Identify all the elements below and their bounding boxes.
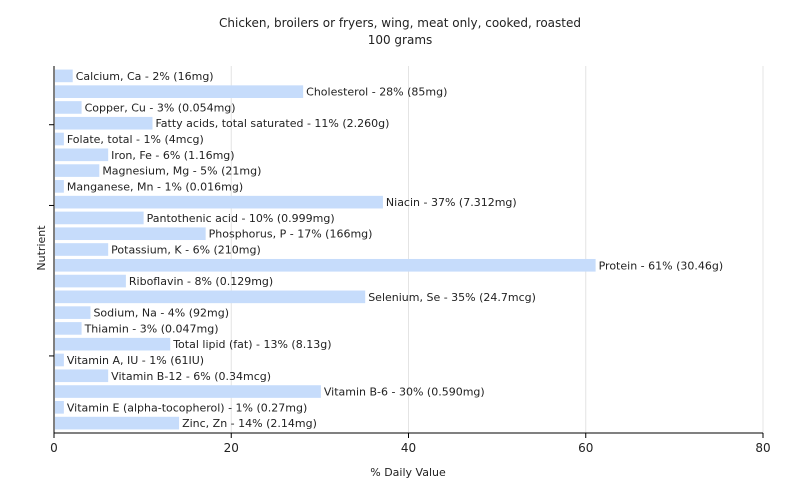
bar-3 xyxy=(55,116,153,130)
bar-label-14: Selenium, Se - 35% (24.7mcg) xyxy=(368,291,536,304)
chart-subtitle: 100 grams xyxy=(368,33,433,47)
bar-22 xyxy=(55,416,180,430)
bar-label-5: Iron, Fe - 6% (1.16mg) xyxy=(111,149,234,162)
bar-label-4: Folate, total - 1% (4mcg) xyxy=(67,133,204,146)
bar-label-1: Cholesterol - 28% (85mg) xyxy=(306,86,447,99)
bar-label-6: Magnesium, Mg - 5% (21mg) xyxy=(102,165,261,178)
axes: 0 20 40 60 80 xyxy=(49,66,771,455)
bar-label-18: Vitamin A, IU - 1% (61IU) xyxy=(67,354,204,367)
bar-12 xyxy=(55,258,596,272)
bar-17 xyxy=(55,337,171,351)
bar-20 xyxy=(55,385,321,398)
bar-label-19: Vitamin B-12 - 6% (0.34mcg) xyxy=(111,370,271,383)
bar-label-10: Phosphorus, P - 17% (166mg) xyxy=(209,228,373,241)
x-axis-label: % Daily Value xyxy=(370,466,446,479)
bar-10 xyxy=(55,227,206,241)
bar-label-8: Niacin - 37% (7.312mg) xyxy=(386,196,517,209)
bar-label-22: Zinc, Zn - 14% (2.14mg) xyxy=(182,417,317,430)
chart-title: Chicken, broilers or fryers, wing, meat … xyxy=(219,16,581,30)
bar-label-9: Pantothenic acid - 10% (0.999mg) xyxy=(147,212,335,225)
bar-18 xyxy=(55,353,64,367)
bar-label-17: Total lipid (fat) - 13% (8.13g) xyxy=(172,338,331,351)
bar-16 xyxy=(55,322,82,335)
x-tick-label-4: 80 xyxy=(755,441,770,455)
bar-label-7: Manganese, Mn - 1% (0.016mg) xyxy=(67,180,243,193)
bar-4 xyxy=(55,132,64,146)
bar-1 xyxy=(55,85,304,98)
y-axis-label: Nutrient xyxy=(35,225,48,271)
x-tick-label-2: 40 xyxy=(401,441,416,455)
bar-6 xyxy=(55,164,100,177)
grid-lines xyxy=(230,66,764,433)
bar-label-11: Potassium, K - 6% (210mg) xyxy=(111,244,261,257)
bar-5 xyxy=(55,148,109,162)
bar-14 xyxy=(55,290,366,304)
bar-11 xyxy=(55,243,109,256)
bar-13 xyxy=(55,274,126,288)
bar-7 xyxy=(55,180,64,193)
bar-label-0: Calcium, Ca - 2% (16mg) xyxy=(76,70,214,83)
bar-8 xyxy=(55,195,383,209)
bar-15 xyxy=(55,306,91,319)
bar-label-16: Thiamin - 3% (0.047mg) xyxy=(84,322,219,335)
bar-2 xyxy=(55,101,82,114)
bar-21 xyxy=(55,401,64,414)
bar-label-3: Fatty acids, total saturated - 11% (2.26… xyxy=(155,117,389,130)
bars: Calcium, Ca - 2% (16mg) Cholesterol - 28%… xyxy=(55,69,724,430)
bar-label-20: Vitamin B-6 - 30% (0.590mg) xyxy=(324,386,485,399)
bar-9 xyxy=(55,211,144,225)
bar-label-21: Vitamin E (alpha-tocopherol) - 1% (0.27m… xyxy=(67,401,307,414)
x-tick-label-1: 20 xyxy=(224,441,239,455)
bar-0 xyxy=(55,69,73,83)
bar-19 xyxy=(55,369,109,383)
bar-label-13: Riboflavin - 8% (0.129mg) xyxy=(129,275,273,288)
bar-label-15: Sodium, Na - 4% (92mg) xyxy=(93,307,229,320)
x-tick-label-0: 0 xyxy=(50,441,58,455)
bar-label-12: Protein - 61% (30.46g) xyxy=(599,259,724,272)
x-tick-label-3: 60 xyxy=(578,441,593,455)
bar-label-2: Copper, Cu - 3% (0.054mg) xyxy=(85,101,236,114)
